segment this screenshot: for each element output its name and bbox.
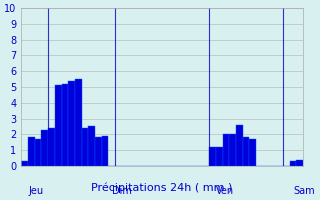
Bar [222, 134, 229, 166]
Bar [290, 161, 296, 166]
Bar [243, 137, 249, 166]
Bar [209, 147, 216, 166]
Bar [249, 139, 256, 166]
Text: Dim: Dim [112, 186, 132, 196]
Bar [48, 128, 55, 166]
Bar [296, 160, 303, 166]
Bar [21, 161, 28, 166]
Bar [102, 136, 108, 166]
Bar [28, 137, 35, 166]
Bar [41, 130, 48, 166]
Bar [61, 84, 68, 166]
Bar [229, 134, 236, 166]
Bar [82, 128, 88, 166]
Text: Ven: Ven [216, 186, 234, 196]
Bar [236, 125, 243, 166]
Bar [95, 137, 102, 166]
Bar [35, 139, 41, 166]
Bar [68, 81, 75, 166]
Text: Jeu: Jeu [28, 186, 43, 196]
Bar [55, 85, 61, 166]
Text: Sam: Sam [293, 186, 315, 196]
Bar [216, 147, 222, 166]
Bar [88, 126, 95, 166]
Bar [75, 79, 82, 166]
X-axis label: Précipitations 24h ( mm ): Précipitations 24h ( mm ) [92, 182, 233, 193]
